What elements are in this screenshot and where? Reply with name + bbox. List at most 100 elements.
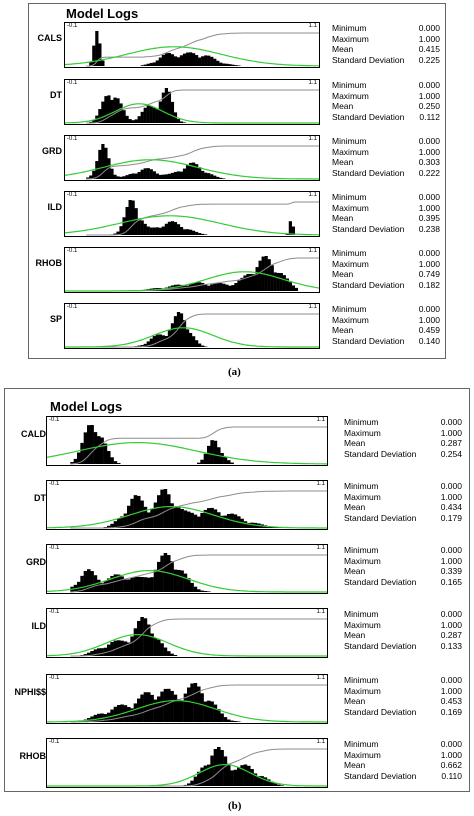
tick-label-right: 1.1 (308, 136, 317, 142)
histogram-bar (120, 640, 124, 656)
histogram-bar (197, 462, 201, 464)
histogram-bar (92, 170, 96, 179)
statistics-table: Minimum 0.000 Maximum 1.000 Mean 0.453 Standar… (344, 675, 462, 717)
histogram-bar (231, 64, 235, 66)
stat-row-maximum: Maximum 1.000 (332, 91, 440, 102)
normal-fit-curve (47, 506, 327, 529)
stat-row-minimum: Minimum 0.000 (332, 80, 440, 91)
histogram-bar (201, 233, 205, 235)
normal-fit-curve (47, 634, 327, 657)
cumulative-curve (70, 426, 327, 465)
tick-label-left: -0.1 (49, 675, 60, 681)
histogram-bar (70, 462, 74, 464)
histogram-bar (137, 620, 141, 656)
histogram-bar (176, 119, 181, 123)
histogram-bar (100, 583, 104, 592)
histogram-bar (161, 226, 165, 235)
stat-value-maximum: 1.000 (440, 555, 462, 566)
stat-label-minimum: Minimum (332, 23, 367, 33)
histogram-bar (164, 88, 169, 123)
histogram-bar (203, 509, 208, 528)
histogram-bar (95, 161, 99, 179)
histogram-bar (270, 781, 274, 786)
histogram-bar (93, 432, 98, 464)
histogram-bar (185, 285, 190, 291)
histogram-bar (216, 282, 220, 291)
histogram-bar (264, 256, 268, 291)
tick-label-left: -0.1 (67, 23, 78, 29)
histogram-bar (276, 272, 280, 291)
histogram-bar (107, 644, 111, 656)
stat-row-standard-deviation: Standard Deviation 0.182 (332, 280, 440, 291)
normal-fit-curve (47, 442, 327, 465)
histogram-bar (188, 229, 193, 235)
histogram-bar (173, 655, 178, 656)
histogram-bar (176, 224, 181, 235)
histogram-bar (180, 508, 184, 528)
stat-row-mean: Mean 0.415 (332, 44, 440, 55)
histogram-bar (160, 489, 164, 528)
histogram-bar (249, 273, 253, 291)
histogram-bar (223, 456, 228, 464)
histogram-plot: -0.1 1.1 (64, 191, 320, 237)
statistics-table: Minimum 0.000 Maximum 1.000 Mean 0.303 Standar… (332, 136, 440, 178)
histogram-bar (89, 121, 93, 123)
histogram-bar (116, 231, 120, 235)
histogram-bar (93, 649, 98, 656)
log-name-label: RHOB (35, 258, 63, 268)
histogram-bar (187, 511, 191, 528)
histogram-bar (152, 107, 156, 123)
stat-row-mean: Mean 0.287 (344, 630, 462, 641)
histogram-bar (210, 755, 214, 786)
stat-row-standard-deviation: Standard Deviation 0.112 (332, 112, 440, 123)
stat-row-standard-deviation: Standard Deviation 0.222 (332, 168, 440, 179)
histogram-bar (198, 343, 202, 347)
histogram-bar (167, 286, 172, 291)
histogram-bar (163, 647, 168, 656)
histogram-bar (273, 783, 278, 786)
stat-row-minimum: Minimum 0.000 (332, 23, 440, 34)
histogram-bar (140, 577, 144, 592)
histogram-bar (128, 200, 132, 235)
histogram-bar (223, 756, 228, 786)
stat-value-standard-deviation: 0.179 (440, 512, 462, 523)
histogram-bar (213, 58, 217, 66)
histogram-bar (207, 700, 211, 722)
histogram-bar (203, 765, 208, 786)
histogram-bar (204, 172, 208, 179)
statistics-table: Minimum 0.000 Maximum 1.000 Mean 0.662 Standar… (344, 739, 462, 781)
histogram-bar (110, 575, 114, 592)
histogram-bar (123, 705, 128, 722)
histogram-bar (110, 457, 114, 464)
histogram-bar (104, 147, 108, 179)
histogram-bar (183, 573, 188, 592)
stat-row-maximum: Maximum 1.000 (344, 428, 462, 439)
histogram-bar (173, 222, 178, 235)
histogram-bar (203, 453, 208, 464)
histogram-bar (213, 175, 217, 179)
histogram-bar (234, 65, 238, 66)
histogram-bar (150, 633, 154, 656)
stat-label-minimum: Minimum (332, 192, 367, 202)
histogram-bar (149, 169, 153, 179)
stat-row-mean: Mean 0.459 (332, 325, 440, 336)
histogram-bar (280, 785, 284, 786)
stat-label-minimum: Minimum (344, 481, 379, 491)
stat-row-standard-deviation: Standard Deviation 0.133 (344, 641, 462, 652)
histogram-bar (282, 275, 286, 291)
histogram-bar (176, 57, 181, 66)
stat-label-maximum: Maximum (332, 33, 369, 44)
histogram-svg (47, 683, 327, 723)
stat-label-standard-deviation: Standard Deviation (332, 335, 405, 346)
stat-row-mean: Mean 0.749 (332, 269, 440, 280)
histogram-bar (131, 200, 135, 235)
histogram-bar (183, 693, 188, 722)
stat-label-mean: Mean (332, 44, 354, 54)
histogram-bar (127, 642, 131, 656)
histogram-bar (93, 714, 98, 722)
histogram-bar (164, 53, 169, 66)
histogram-bar (179, 313, 184, 347)
figure-a-title: Model Logs (66, 6, 139, 21)
tick-label-right: 1.1 (316, 545, 325, 551)
stat-row-minimum: Minimum 0.000 (344, 545, 462, 556)
